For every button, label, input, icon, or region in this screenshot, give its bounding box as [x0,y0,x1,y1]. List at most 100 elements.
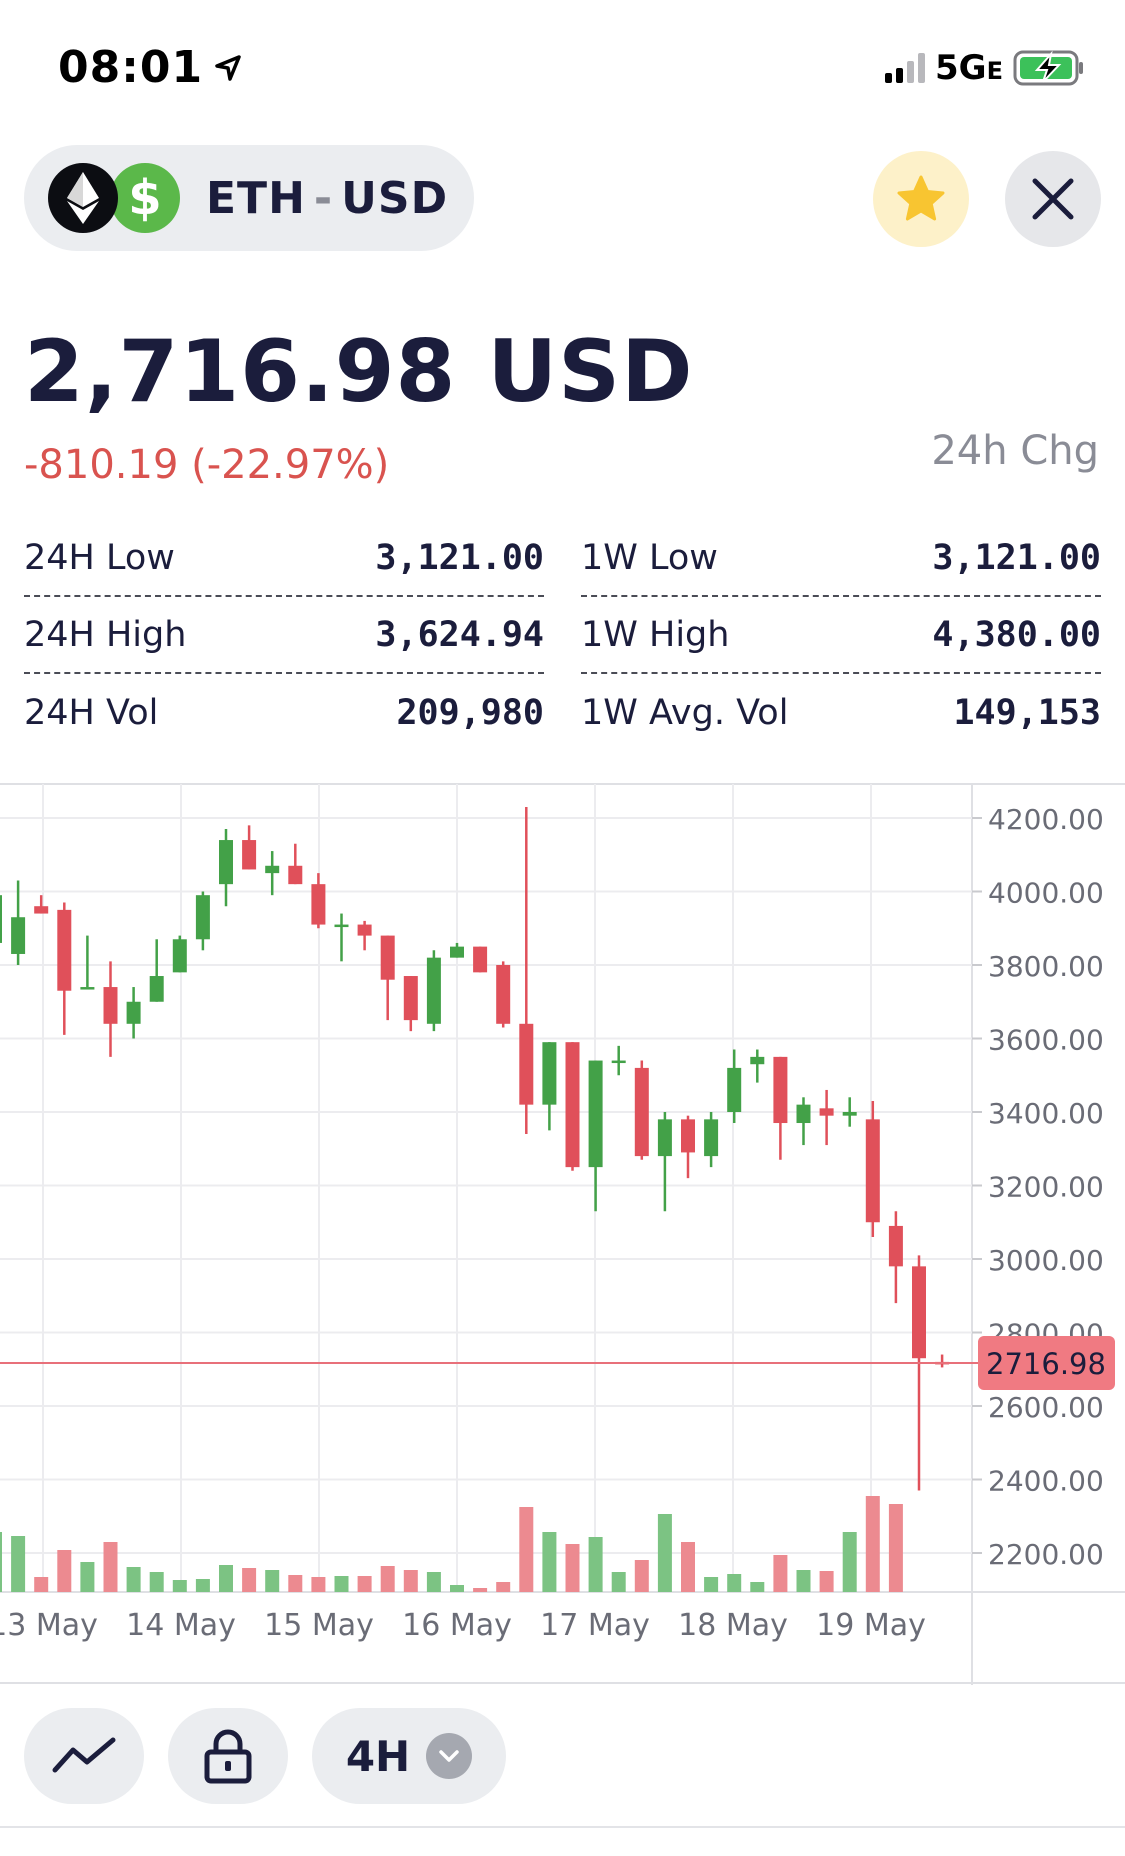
location-arrow-icon [215,54,241,81]
usd-icon: $ [110,163,180,233]
price-change: -810.19 (-22.97%) [24,442,390,488]
volume-bar [426,1572,441,1592]
indicator-button[interactable] [24,1708,144,1804]
candle-body [750,1056,765,1065]
y-tick-label: 3600.00 [988,1024,1104,1057]
y-tick-label: 3000.00 [988,1244,1104,1277]
volume-bar [57,1550,72,1592]
candle-body [912,1266,926,1359]
candle-body [0,895,2,943]
pair-label: ETH - USD [206,173,448,224]
volume-bar [704,1577,719,1592]
x-tick-label: 17 May [540,1608,650,1643]
candle-body [380,935,395,980]
volume-bar [288,1575,303,1592]
stat-row: 1W Avg. Vol 149,153 [581,674,1101,751]
x-tick-label: 14 May [126,1608,236,1643]
volume-bar [219,1565,233,1592]
y-tick-label: 2600.00 [988,1391,1104,1424]
candle-body [219,840,233,885]
volume-bar [750,1582,765,1592]
x-tick-label: 18 May [678,1608,788,1643]
x-tick-label: 15 May [264,1608,374,1643]
candle-body [542,1042,557,1105]
stats-panel: 24H Low 3,121.00 24H High 3,624.94 24H V… [24,520,1101,751]
x-tick-label: 13 May [0,1608,98,1643]
candle-body [796,1104,811,1124]
pair-selector[interactable]: $ ETH - USD [24,145,474,251]
candlestick-chart[interactable]: 4200.00 4000.00 3800.00 3600.00 3400.00 3200.… [0,780,1125,1685]
volume-bar [473,1588,488,1592]
x-tick-label: 16 May [402,1608,512,1643]
volume-bar [80,1562,95,1592]
candle-body [704,1119,719,1157]
eth-icon [48,163,118,233]
chevron-down-icon [426,1733,473,1779]
stat-label: 24H Low [24,537,175,578]
price-chart[interactable]: 4200.00 4000.00 3800.00 3600.00 3400.00 3200.… [0,780,1125,1685]
pair-separator: - [313,172,334,224]
stat-value: 149,153 [953,692,1101,733]
candle-body [80,987,95,990]
last-price-label: 2716.98 [986,1347,1106,1381]
stat-value: 3,121.00 [375,537,544,578]
candle-body [519,1023,534,1105]
timeframe-label: 4H [345,1731,411,1781]
volume-bar [357,1576,372,1592]
y-tick-label: 4200.00 [988,803,1104,836]
stat-row: 24H High 3,624.94 [24,597,544,674]
close-icon [1032,178,1074,220]
stat-value: 3,121.00 [932,537,1101,578]
lock-button[interactable] [168,1708,288,1804]
candle-body [172,939,187,973]
stat-label: 1W Avg. Vol [581,692,789,733]
candle-body [195,895,210,940]
close-button[interactable] [1005,151,1101,247]
stat-value: 209,980 [396,692,544,733]
volume-bar [519,1507,534,1592]
candle-body [888,1225,903,1267]
candle-body [149,976,164,1002]
stat-value: 3,624.94 [375,614,544,655]
candle-body [865,1119,880,1223]
volume-bar [0,1532,2,1592]
volume-bar [11,1536,26,1592]
candle-body [334,924,349,928]
volume-bar [311,1577,326,1592]
candle-body [727,1067,742,1112]
pair-base: ETH [206,172,306,224]
stat-row: 24H Vol 209,980 [24,674,544,751]
stat-label: 1W High [581,614,730,655]
x-tick-label: 19 May [816,1608,926,1643]
candle-body [657,1119,672,1157]
volume-bar [657,1514,672,1592]
candle-body [681,1119,695,1153]
volume-bar [727,1574,742,1592]
y-tick-label: 4000.00 [988,877,1104,910]
volume-bar [681,1542,695,1592]
stats-24h: 24H Low 3,121.00 24H High 3,624.94 24H V… [24,520,544,751]
volume-bar [126,1567,141,1592]
y-tick-label: 2400.00 [988,1465,1104,1498]
candle-body [403,976,418,1021]
candle-body [126,1001,141,1024]
stats-1w: 1W Low 3,121.00 1W High 4,380.00 1W Avg.… [581,520,1101,751]
network-suffix: E [986,57,1003,85]
volume-bar [634,1560,649,1592]
candle-body [819,1108,834,1116]
status-indicators: 5GE [885,48,1085,88]
y-tick-label: 2200.00 [988,1538,1104,1571]
candle-body [357,924,372,936]
stat-row: 1W High 4,380.00 [581,597,1101,674]
bottom-divider [0,1826,1125,1828]
timeframe-selector[interactable]: 4H [312,1708,506,1804]
favorite-button[interactable] [873,151,969,247]
volume-bar [842,1532,857,1592]
signal-icon [885,53,926,83]
stat-label: 1W Low [581,537,718,578]
battery-charging-icon [1013,50,1083,86]
candle-body [242,840,257,870]
volume-bar [334,1576,349,1592]
pair-quote: USD [341,172,449,224]
stat-row: 1W Low 3,121.00 [581,520,1101,597]
